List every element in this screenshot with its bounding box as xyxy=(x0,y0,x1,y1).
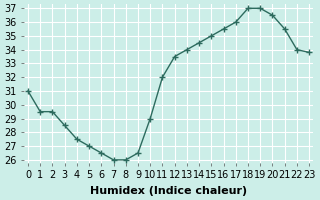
X-axis label: Humidex (Indice chaleur): Humidex (Indice chaleur) xyxy=(90,186,247,196)
